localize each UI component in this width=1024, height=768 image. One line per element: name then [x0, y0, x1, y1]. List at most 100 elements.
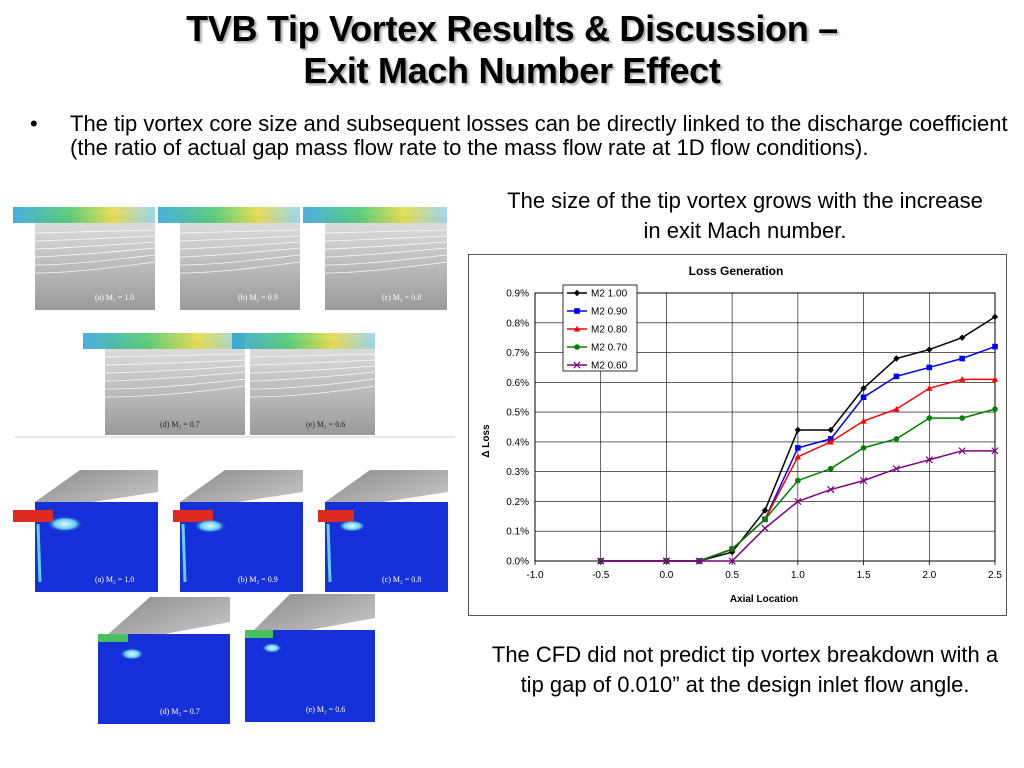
- legend-item: M2 0.70: [567, 343, 628, 354]
- data-point: [991, 376, 999, 382]
- x-tick-label: 2.0: [922, 570, 936, 581]
- x-tick-label: 1.0: [791, 570, 805, 581]
- data-point: [860, 394, 867, 401]
- y-tick-label: 0.0%: [506, 557, 529, 568]
- data-point: [761, 507, 769, 514]
- caption-vortex-size: The size of the tip vortex grows with th…: [507, 188, 983, 243]
- data-point: [860, 445, 867, 451]
- bullet-text: The tip vortex core size and subsequent …: [70, 111, 1008, 160]
- slide-title: TVB Tip Vortex Results & Discussion – Ex…: [0, 8, 1024, 92]
- contour-panel-b: (b) M₂ = 0.9: [173, 470, 303, 592]
- data-point: [794, 497, 802, 506]
- legend-swatch-marker: [573, 289, 581, 297]
- contour-panel-a-label: (a) M₂ = 1.0: [95, 575, 134, 584]
- x-tick-label: 0.5: [725, 570, 739, 581]
- data-point: [859, 476, 868, 485]
- streamline-panel-e-label: (e) M₂ = 0.6: [306, 420, 345, 429]
- legend-label: M2 0.80: [591, 325, 628, 336]
- bullet-dot-icon: •: [30, 111, 38, 136]
- y-tick-label: 0.7%: [506, 348, 529, 359]
- slide-title-line2: Exit Mach Number Effect: [303, 50, 721, 91]
- streamline-panel-c-label: (c) M₂ = 0.8: [382, 293, 421, 302]
- y-tick-label: 0.3%: [506, 467, 529, 478]
- data-point: [958, 376, 966, 382]
- caption-cfd-breakdown: The CFD did not predict tip vortex break…: [491, 642, 999, 697]
- data-point: [991, 313, 999, 321]
- streamline-figure: (a) M₂ = 1.0 (b) M₂ = 0.9 (c) M₂ = 0.8 (…: [13, 207, 455, 438]
- data-point: [827, 485, 835, 494]
- legend-label: M2 0.60: [591, 361, 628, 372]
- legend-swatch-marker: [574, 344, 580, 350]
- data-point: [795, 445, 801, 451]
- data-point: [992, 343, 998, 350]
- data-point: [761, 524, 769, 532]
- data-point: [729, 546, 735, 552]
- x-tick-label: 2.5: [988, 570, 1002, 581]
- data-point: [827, 438, 834, 445]
- y-tick-label: 0.2%: [506, 497, 529, 508]
- data-point: [893, 405, 900, 412]
- x-axis-label: Axial Location: [730, 594, 798, 605]
- data-point: [827, 465, 834, 472]
- data-point: [925, 456, 933, 464]
- legend-item: M2 0.80: [567, 325, 628, 336]
- streamline-panel-b-label: (b) M₂ = 0.9: [238, 293, 278, 302]
- data-point: [926, 364, 933, 371]
- contour-panel-d: (d) M₂ = 0.7: [98, 597, 230, 724]
- loss-generation-chart: Loss Generation 0.0% 0.1% 0.2% 0.3% 0.4% 0.5%…: [468, 254, 1007, 616]
- legend-swatch-marker: [574, 308, 580, 314]
- y-tick-label: 0.1%: [506, 527, 529, 538]
- contour-panel-e-label: (e) M₂ = 0.6: [306, 705, 345, 714]
- data-point: [958, 447, 966, 455]
- data-point: [597, 557, 605, 565]
- legend-item: M2 0.90: [567, 307, 628, 318]
- streamline-panel-c: (c) M₂ = 0.8: [303, 207, 448, 310]
- contour-panel-b-label: (b) M₂ = 0.9: [238, 575, 278, 584]
- data-point: [959, 355, 965, 362]
- data-point: [893, 436, 900, 442]
- data-point: [892, 465, 901, 473]
- series-line: [600, 450, 995, 562]
- y-tick-label: 0.4%: [506, 437, 529, 448]
- legend-label: M2 0.70: [591, 343, 628, 354]
- data-point: [926, 346, 933, 353]
- data-point: [860, 417, 867, 424]
- series-m2-0.60: [597, 447, 999, 565]
- chart-series: [597, 313, 999, 565]
- data-point: [728, 557, 736, 565]
- data-point: [959, 415, 965, 421]
- data-point: [762, 516, 768, 523]
- legend-label: M2 1.00: [591, 289, 628, 300]
- data-point: [893, 355, 900, 362]
- data-point: [893, 373, 900, 380]
- plot-area-border: [534, 292, 996, 562]
- data-point: [795, 477, 801, 484]
- data-point: [695, 557, 703, 565]
- y-tick-label: 0.5%: [506, 408, 529, 419]
- contour-panel-d-label: (d) M₂ = 0.7: [160, 707, 200, 716]
- slide-title-line1: TVB Tip Vortex Results & Discussion –: [186, 8, 838, 49]
- y-tick-label: 0.6%: [506, 378, 529, 389]
- legend-item: M2 1.00: [567, 289, 628, 300]
- legend-item: M2 0.60: [567, 361, 628, 372]
- contour-panel-a: (a) M₂ = 1.0: [13, 470, 158, 592]
- streamline-panel-d-label: (d) M₂ = 0.7: [160, 420, 200, 429]
- contour-panel-e: (e) M₂ = 0.6: [245, 594, 375, 722]
- data-point: [794, 453, 802, 460]
- x-tick-label: -0.5: [592, 570, 610, 581]
- chart-legend: M2 1.00 M2 0.90 M2 0.80 M2 0.70 M2 0.60: [562, 284, 638, 372]
- chart-svg: Loss Generation 0.0% 0.1% 0.2% 0.3% 0.4% 0.5%…: [481, 264, 1002, 605]
- legend-label: M2 0.90: [591, 307, 628, 318]
- x-tick-label: 1.5: [857, 570, 871, 581]
- y-tick-label: 0.9%: [506, 289, 529, 300]
- data-point: [991, 447, 999, 455]
- legend-box: [562, 284, 638, 372]
- legend-swatch-marker: [573, 325, 581, 332]
- data-point: [860, 385, 867, 392]
- data-point: [926, 385, 933, 391]
- data-point: [926, 415, 933, 421]
- contour-figure: (a) M₂ = 1.0 (b) M₂ = 0.9 (c) M₂ = 0.8 (…: [13, 470, 448, 724]
- chart-axes: 0.0% 0.1% 0.2% 0.3% 0.4% 0.5% 0.6% 0.7% 0.8% 0.9%…: [506, 289, 1002, 582]
- data-point: [794, 426, 802, 434]
- streamline-panel-a-label: (a) M₂ = 1.0: [95, 293, 134, 302]
